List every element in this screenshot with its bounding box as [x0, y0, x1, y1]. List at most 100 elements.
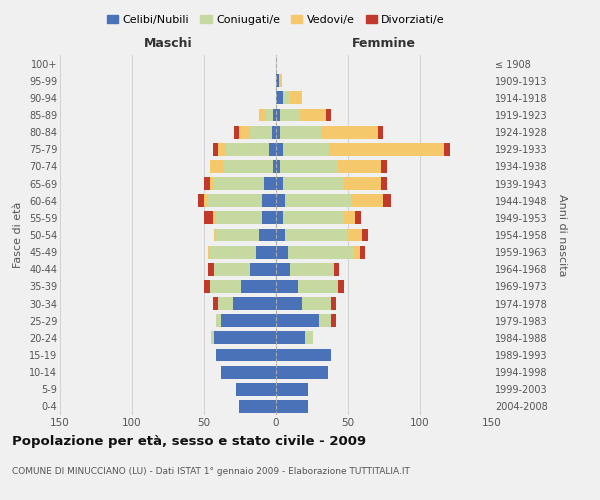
- Bar: [283, 143, 329, 156]
- Bar: [276, 126, 280, 138]
- Bar: [276, 297, 302, 310]
- Bar: [208, 263, 214, 276]
- Bar: [338, 160, 381, 173]
- Bar: [276, 228, 284, 241]
- Bar: [259, 228, 276, 241]
- Bar: [212, 212, 215, 224]
- Bar: [302, 297, 331, 310]
- Bar: [223, 160, 273, 173]
- Bar: [266, 108, 273, 122]
- Bar: [290, 92, 302, 104]
- Bar: [276, 108, 280, 122]
- Bar: [215, 314, 221, 327]
- Bar: [250, 263, 276, 276]
- Bar: [331, 297, 337, 310]
- Bar: [276, 212, 283, 224]
- Bar: [210, 280, 241, 293]
- Bar: [305, 332, 313, 344]
- Bar: [210, 246, 256, 258]
- Text: Popolazione per età, sesso e stato civile - 2009: Popolazione per età, sesso e stato civil…: [12, 435, 366, 448]
- Bar: [331, 314, 337, 327]
- Bar: [214, 228, 215, 241]
- Bar: [329, 143, 445, 156]
- Bar: [210, 177, 212, 190]
- Bar: [204, 212, 212, 224]
- Bar: [290, 263, 334, 276]
- Bar: [204, 194, 207, 207]
- Bar: [210, 160, 223, 173]
- Bar: [273, 160, 276, 173]
- Bar: [259, 108, 266, 122]
- Bar: [276, 366, 328, 378]
- Bar: [445, 143, 450, 156]
- Bar: [351, 194, 383, 207]
- Bar: [280, 160, 338, 173]
- Text: Femmine: Femmine: [352, 37, 416, 50]
- Bar: [276, 383, 308, 396]
- Bar: [276, 74, 279, 87]
- Bar: [283, 212, 344, 224]
- Bar: [280, 126, 320, 138]
- Bar: [301, 108, 326, 122]
- Bar: [234, 126, 239, 138]
- Bar: [265, 177, 276, 190]
- Bar: [215, 228, 259, 241]
- Bar: [334, 263, 340, 276]
- Bar: [276, 348, 331, 362]
- Bar: [276, 194, 284, 207]
- Text: Maschi: Maschi: [143, 37, 193, 50]
- Bar: [326, 108, 331, 122]
- Bar: [276, 246, 287, 258]
- Bar: [262, 194, 276, 207]
- Bar: [283, 177, 344, 190]
- Bar: [214, 263, 250, 276]
- Y-axis label: Anni di nascita: Anni di nascita: [557, 194, 567, 276]
- Bar: [338, 280, 344, 293]
- Bar: [344, 177, 381, 190]
- Bar: [276, 263, 290, 276]
- Bar: [215, 212, 262, 224]
- Bar: [354, 246, 359, 258]
- Bar: [284, 194, 351, 207]
- Bar: [204, 280, 210, 293]
- Bar: [207, 194, 262, 207]
- Bar: [273, 108, 276, 122]
- Bar: [198, 194, 204, 207]
- Bar: [383, 194, 391, 207]
- Bar: [269, 143, 276, 156]
- Bar: [378, 126, 383, 138]
- Bar: [320, 126, 378, 138]
- Bar: [355, 212, 361, 224]
- Bar: [276, 400, 308, 413]
- Bar: [280, 108, 301, 122]
- Bar: [212, 143, 218, 156]
- Bar: [272, 126, 276, 138]
- Bar: [276, 177, 283, 190]
- Bar: [239, 400, 276, 413]
- Y-axis label: Fasce di età: Fasce di età: [13, 202, 23, 268]
- Bar: [348, 228, 362, 241]
- Bar: [283, 92, 290, 104]
- Bar: [284, 228, 348, 241]
- Bar: [362, 228, 368, 241]
- Bar: [250, 126, 272, 138]
- Bar: [276, 280, 298, 293]
- Bar: [239, 126, 250, 138]
- Bar: [233, 297, 276, 310]
- Bar: [276, 160, 280, 173]
- Bar: [218, 143, 226, 156]
- Bar: [256, 246, 276, 258]
- Bar: [241, 280, 276, 293]
- Bar: [211, 332, 214, 344]
- Bar: [204, 177, 210, 190]
- Bar: [212, 177, 265, 190]
- Bar: [381, 160, 387, 173]
- Bar: [344, 212, 355, 224]
- Bar: [381, 177, 387, 190]
- Bar: [221, 366, 276, 378]
- Bar: [236, 383, 276, 396]
- Bar: [287, 246, 354, 258]
- Bar: [276, 143, 283, 156]
- Bar: [298, 280, 338, 293]
- Text: COMUNE DI MINUCCIANO (LU) - Dati ISTAT 1° gennaio 2009 - Elaborazione TUTTITALIA: COMUNE DI MINUCCIANO (LU) - Dati ISTAT 1…: [12, 468, 410, 476]
